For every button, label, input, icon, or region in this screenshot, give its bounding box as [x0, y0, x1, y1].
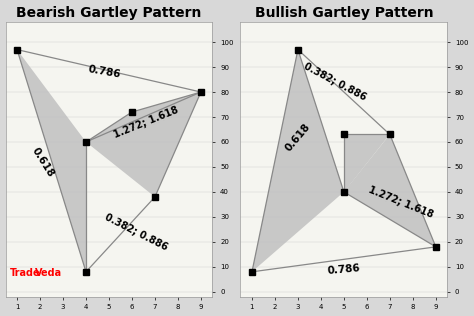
Text: Trade: Trade [9, 268, 40, 277]
Text: 1.272; 1.618: 1.272; 1.618 [367, 184, 435, 220]
Polygon shape [86, 92, 201, 197]
Polygon shape [344, 135, 436, 247]
Text: Veda: Veda [35, 268, 62, 277]
Title: Bearish Gartley Pattern: Bearish Gartley Pattern [16, 6, 201, 20]
Text: 0.618: 0.618 [29, 145, 55, 179]
Polygon shape [344, 135, 390, 192]
Text: 0.382; 0.886: 0.382; 0.886 [302, 61, 368, 103]
Text: 0.786: 0.786 [327, 263, 361, 276]
Polygon shape [86, 92, 201, 142]
Text: 0.382; 0.886: 0.382; 0.886 [103, 212, 170, 252]
Polygon shape [252, 50, 344, 272]
Text: 1.272; 1.618: 1.272; 1.618 [112, 105, 180, 140]
Text: 0.618: 0.618 [283, 121, 312, 153]
Polygon shape [17, 50, 86, 272]
Text: 0.786: 0.786 [87, 64, 121, 80]
Title: Bullish Gartley Pattern: Bullish Gartley Pattern [255, 6, 433, 20]
